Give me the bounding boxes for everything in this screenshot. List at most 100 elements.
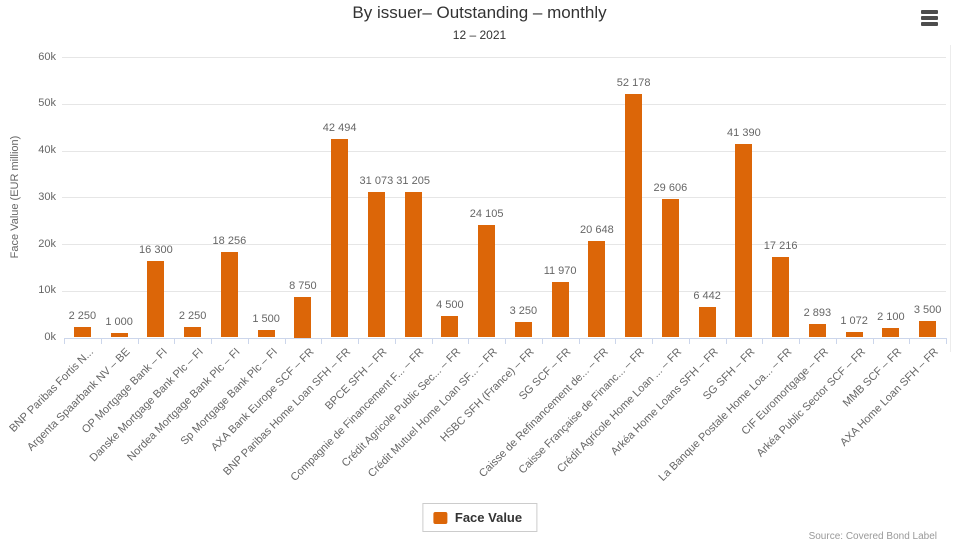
y-axis-tick-label: 10k	[38, 284, 56, 297]
bar-value-label: 11 970	[543, 264, 577, 277]
y-axis-tick-label: 30k	[38, 190, 56, 203]
bar-value-label: 2 250	[68, 309, 97, 322]
bar-Arkéa Home Loans SFH – FR[interactable]	[698, 307, 716, 338]
bar-value-label: 29 606	[653, 182, 688, 195]
x-axis-label: La Banque Postale Home Loa... – FR	[656, 345, 795, 484]
axis-tick	[578, 337, 580, 344]
bar-Crédit Mutuel Home Loan SF... – FR[interactable]	[478, 224, 496, 338]
bar-Arkéa Public Sector SCF – FR[interactable]	[845, 332, 863, 338]
axis-tick	[211, 337, 212, 344]
bar-value-label: 6 442	[693, 290, 721, 303]
axis-tick	[799, 337, 800, 344]
bar-Danske Mortgage Bank Plc – FI[interactable]	[184, 326, 202, 338]
axis-tick	[725, 337, 727, 344]
gridline	[62, 103, 946, 105]
bar-Crédit Agricole Home Loan ... – FR[interactable]	[661, 199, 679, 338]
bar-Crédit Agricole Public Sec... – FR[interactable]	[441, 316, 459, 338]
legend-item-face-value[interactable]: Face Value	[421, 503, 538, 532]
bar-BPCE SFH – FR[interactable]	[367, 192, 385, 338]
bar-value-label: 2 250	[178, 309, 207, 322]
hamburger-icon	[920, 10, 938, 14]
bar-value-label: 4 500	[436, 299, 464, 312]
bar-value-label: 17 216	[763, 240, 798, 252]
axis-tick	[762, 337, 764, 344]
axis-tick	[688, 337, 690, 344]
axis-tick	[284, 337, 286, 344]
bar-CIF Euromortgage – FR[interactable]	[808, 323, 826, 338]
y-axis-tick-label: 0k	[44, 331, 56, 343]
gridline	[62, 244, 946, 245]
axis-tick	[909, 337, 911, 344]
y-axis-tick-label: 50k	[38, 97, 56, 110]
bar-value-label: 3 500	[913, 304, 942, 317]
axis-tick	[946, 337, 947, 344]
y-axis-tick-label: 20k	[38, 237, 56, 250]
bar-MMB SCF – FR[interactable]	[882, 327, 900, 338]
axis-tick	[652, 337, 653, 344]
x-axis-label: Compagnie de Financement F... – FR	[288, 345, 427, 484]
bar-value-label: 8 750	[289, 279, 317, 292]
axis-tick	[394, 337, 396, 344]
bar-HSBC SFH (France) – FR[interactable]	[514, 322, 532, 338]
bar-OP Mortgage Bank – FI[interactable]	[147, 261, 165, 338]
axis-tick	[358, 337, 359, 344]
bar-value-label: 1 500	[252, 313, 280, 326]
source-credit: Source: Covered Bond Label	[808, 531, 937, 542]
bar-value-label: 52 178	[616, 76, 651, 89]
y-axis-tick-label: 60k	[38, 50, 56, 63]
right-edge-line	[950, 45, 951, 352]
hamburger-icon	[920, 16, 938, 20]
bar-La Banque Postale Home Loa... – FR[interactable]	[772, 257, 790, 338]
legend-label: Face Value	[454, 510, 523, 525]
axis-tick	[431, 337, 433, 344]
bar-value-label: 18 256	[212, 235, 247, 248]
chart-title: By issuer– Outstanding – monthly	[352, 3, 607, 22]
chart-menu-button[interactable]	[916, 8, 942, 28]
chart-subtitle: 12 – 2021	[452, 28, 507, 42]
bar-Argenta Spaarbank NV – BE[interactable]	[110, 332, 128, 338]
axis-tick	[615, 337, 617, 344]
bar-value-label: 2 100	[877, 310, 905, 323]
gridline	[62, 57, 946, 58]
axis-tick	[541, 337, 543, 344]
y-axis-tick-label: 40k	[38, 144, 56, 156]
bar-value-label: 1 000	[105, 315, 133, 328]
bar-AXA Home Loan SFH – FR[interactable]	[919, 321, 937, 338]
gridline	[62, 290, 946, 292]
bar-BNP Paribas Home Loan SFH – FR[interactable]	[331, 138, 349, 338]
bar-AXA Bank Europe SCF – FR[interactable]	[294, 296, 312, 338]
axis-tick	[64, 337, 65, 344]
axis-tick	[468, 337, 470, 344]
legend-swatch	[432, 511, 447, 524]
gridline	[62, 197, 946, 199]
bar-Compagnie de Financement F... – FR[interactable]	[404, 191, 422, 338]
bar-Caisse de Refinancement de... – FR[interactable]	[588, 240, 606, 338]
bar-BNP Paribas Fortis N...[interactable]	[73, 326, 91, 338]
bar-value-label: 31 073	[359, 175, 394, 188]
hamburger-icon	[920, 22, 938, 26]
axis-tick	[872, 337, 874, 344]
bar-value-label: 42 494	[322, 121, 357, 134]
bar-value-label: 20 648	[580, 223, 614, 236]
bar-SG SCF – FR[interactable]	[551, 281, 569, 338]
bar-Sp Mortgage Bank Plc – FI[interactable]	[257, 330, 275, 338]
bar-value-label: 24 105	[469, 207, 504, 220]
bar-value-label: 41 390	[727, 127, 761, 139]
axis-tick	[137, 337, 139, 344]
bar-value-label: 1 072	[840, 315, 868, 328]
bar-Nordea Mortgage Bank Plc – FI[interactable]	[220, 252, 238, 338]
bar-Caisse Française de Financ... – FR[interactable]	[625, 93, 643, 338]
axis-tick	[247, 337, 249, 344]
bar-value-label: 3 250	[509, 305, 538, 318]
axis-tick	[321, 337, 323, 344]
axis-tick	[835, 337, 837, 344]
bar-value-label: 16 300	[139, 244, 173, 257]
axis-tick	[174, 337, 176, 344]
axis-tick	[100, 337, 102, 344]
bar-value-label: 31 205	[396, 174, 430, 187]
bar-SG SFH – FR[interactable]	[735, 144, 753, 338]
axis-tick	[505, 337, 506, 344]
bar-value-label: 2 893	[803, 306, 832, 319]
gridline	[62, 150, 946, 152]
